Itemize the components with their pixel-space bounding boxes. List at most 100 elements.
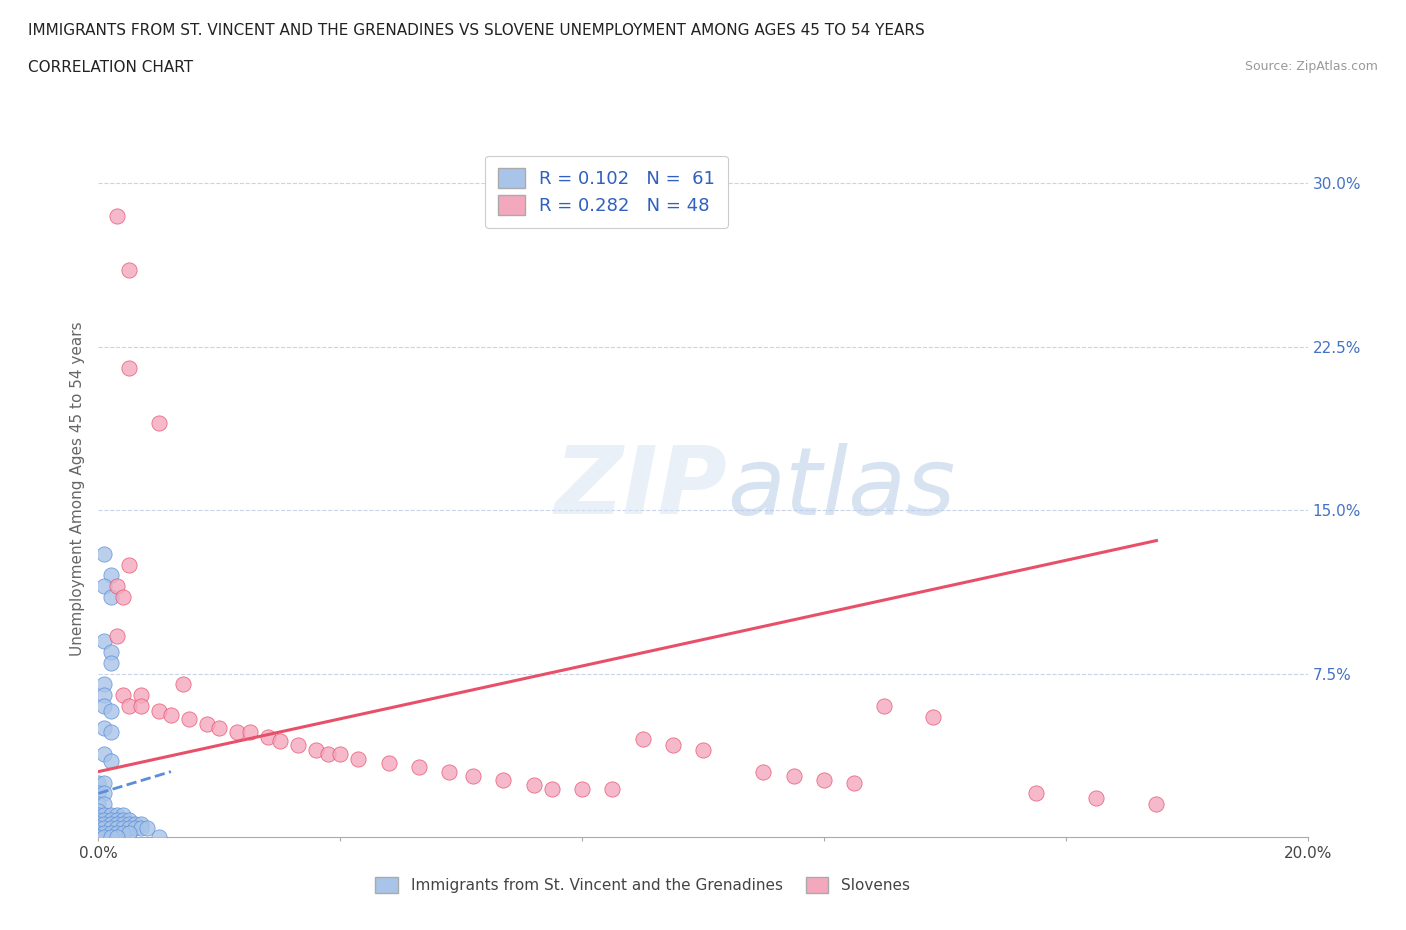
Point: [87, 830, 110, 844]
Point: [631, 732, 654, 747]
Point: [124, 821, 146, 836]
Point: [661, 738, 683, 753]
Point: [100, 644, 122, 659]
Point: [1085, 790, 1108, 805]
Point: [540, 781, 562, 796]
Point: [87, 821, 110, 836]
Point: [118, 361, 141, 376]
Point: [93, 633, 115, 648]
Point: [523, 777, 546, 792]
Point: [93, 721, 115, 736]
Point: [93, 821, 115, 836]
Point: [921, 710, 943, 724]
Point: [100, 568, 122, 583]
Point: [129, 698, 152, 713]
Point: [100, 655, 122, 670]
Point: [195, 716, 218, 731]
Point: [129, 821, 152, 836]
Point: [105, 821, 128, 836]
Point: [571, 781, 593, 796]
Text: IMMIGRANTS FROM ST. VINCENT AND THE GRENADINES VS SLOVENE UNEMPLOYMENT AMONG AGE: IMMIGRANTS FROM ST. VINCENT AND THE GREN…: [28, 23, 925, 38]
Point: [100, 817, 122, 831]
Point: [111, 821, 134, 836]
Legend: Immigrants from St. Vincent and the Grenadines, Slovenes: Immigrants from St. Vincent and the Gren…: [370, 870, 915, 899]
Point: [124, 817, 146, 831]
Point: [118, 698, 141, 713]
Point: [105, 812, 128, 827]
Point: [111, 817, 134, 831]
Point: [105, 578, 128, 593]
Point: [305, 742, 328, 757]
Point: [269, 734, 291, 749]
Point: [111, 688, 134, 703]
Point: [135, 821, 157, 836]
Point: [1144, 797, 1167, 812]
Point: [93, 747, 115, 762]
Point: [93, 817, 115, 831]
Point: [87, 804, 110, 818]
Text: ZIP: ZIP: [554, 443, 727, 534]
Point: [111, 590, 134, 604]
Point: [100, 821, 122, 836]
Point: [239, 725, 262, 740]
Point: [329, 747, 352, 762]
Point: [118, 557, 141, 572]
Point: [377, 755, 399, 770]
Point: [105, 208, 128, 223]
Point: [100, 830, 122, 844]
Point: [100, 590, 122, 604]
Point: [287, 738, 309, 753]
Point: [93, 688, 115, 703]
Point: [111, 812, 134, 827]
Point: [129, 817, 152, 831]
Point: [100, 825, 122, 840]
Point: [602, 781, 624, 796]
Point: [208, 721, 231, 736]
Point: [118, 812, 141, 827]
Point: [87, 775, 110, 790]
Point: [437, 764, 460, 779]
Point: [752, 764, 775, 779]
Point: [118, 817, 141, 831]
Point: [105, 808, 128, 823]
Point: [1024, 786, 1046, 801]
Point: [148, 416, 170, 431]
Point: [148, 703, 170, 718]
Point: [93, 786, 115, 801]
Point: [105, 825, 128, 840]
Point: [111, 825, 134, 840]
Point: [105, 817, 128, 831]
Point: [692, 742, 714, 757]
Point: [226, 725, 249, 740]
Point: [100, 725, 122, 740]
Point: [172, 677, 194, 692]
Text: Source: ZipAtlas.com: Source: ZipAtlas.com: [1244, 60, 1378, 73]
Text: atlas: atlas: [727, 443, 956, 534]
Point: [93, 775, 115, 790]
Point: [111, 808, 134, 823]
Point: [100, 753, 122, 768]
Point: [100, 703, 122, 718]
Point: [93, 677, 115, 692]
Text: CORRELATION CHART: CORRELATION CHART: [28, 60, 193, 75]
Point: [93, 825, 115, 840]
Point: [100, 808, 122, 823]
Point: [100, 812, 122, 827]
Point: [93, 797, 115, 812]
Point: [118, 263, 141, 278]
Point: [87, 808, 110, 823]
Point: [93, 808, 115, 823]
Point: [87, 812, 110, 827]
Point: [873, 698, 896, 713]
Point: [256, 729, 278, 744]
Point: [129, 688, 152, 703]
Point: [105, 629, 128, 644]
Point: [463, 768, 485, 783]
Point: [782, 768, 804, 783]
Point: [118, 821, 141, 836]
Point: [87, 817, 110, 831]
Point: [844, 775, 866, 790]
Point: [87, 825, 110, 840]
Y-axis label: Unemployment Among Ages 45 to 54 years: Unemployment Among Ages 45 to 54 years: [69, 321, 84, 656]
Point: [87, 797, 110, 812]
